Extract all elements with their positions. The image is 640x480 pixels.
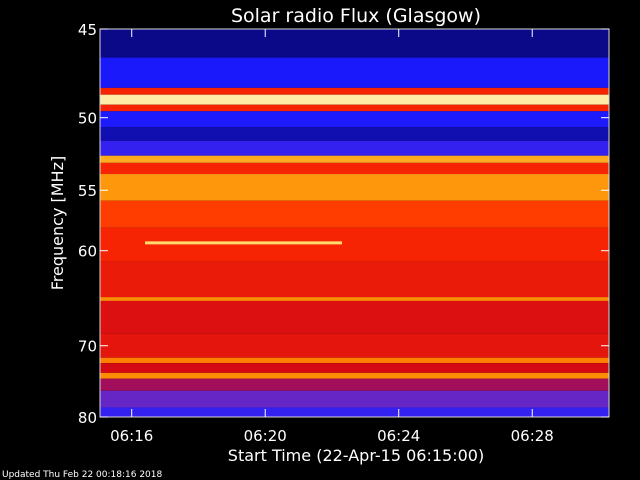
spectrum-band: [100, 227, 609, 262]
spectrum-band: [100, 357, 609, 364]
spectrum-band: [100, 162, 609, 175]
y-tick-label: 45: [78, 21, 97, 39]
spectrum-band: [100, 261, 609, 298]
spectrum-band: [100, 94, 609, 105]
spectrum-band: [100, 407, 609, 417]
spectrogram-heatmap: [100, 29, 609, 417]
y-tick-label: 55: [78, 182, 97, 200]
spectrum-band: [100, 127, 609, 141]
spectrum-band: [100, 333, 609, 358]
x-axis: 06:16 06:20 06:24 06:28: [110, 29, 554, 445]
radio-burst: [145, 241, 342, 245]
x-tick-label: 06:24: [377, 427, 420, 445]
spectrum-band: [100, 87, 609, 95]
spectrum-band: [100, 104, 609, 112]
spectrum-band: [100, 57, 609, 88]
y-tick-label: 50: [78, 110, 97, 128]
spectrum-band: [100, 111, 609, 128]
spectrum-band: [100, 297, 609, 301]
x-axis-label: Start Time (22-Apr-15 06:15:00): [228, 446, 484, 465]
y-axis: 45 50 55 60 70 80: [78, 21, 609, 427]
spectrum-band: [100, 300, 609, 334]
spectrum-band: [100, 390, 609, 408]
spectrum-band: [100, 174, 609, 201]
y-tick-label: 70: [78, 338, 97, 356]
x-tick-label: 06:28: [511, 427, 554, 445]
y-axis-label: Frequency [MHz]: [48, 156, 67, 290]
spectrum-band: [100, 372, 609, 379]
updated-timestamp: Updated Thu Feb 22 00:18:16 2018: [2, 470, 163, 480]
x-tick-label: 06:16: [110, 427, 153, 445]
spectrum-band: [100, 29, 609, 58]
spectrum-band: [100, 140, 609, 156]
chart-title: Solar radio Flux (Glasgow): [231, 5, 481, 27]
spectrum-band: [100, 363, 609, 373]
spectrum-band: [100, 155, 609, 163]
y-tick-label: 60: [78, 243, 97, 261]
x-tick-label: 06:20: [244, 427, 287, 445]
plot-frame: [99, 28, 610, 418]
spectrum-band: [100, 378, 609, 391]
spectrum-band: [100, 200, 609, 228]
y-tick-label: 80: [78, 409, 97, 427]
